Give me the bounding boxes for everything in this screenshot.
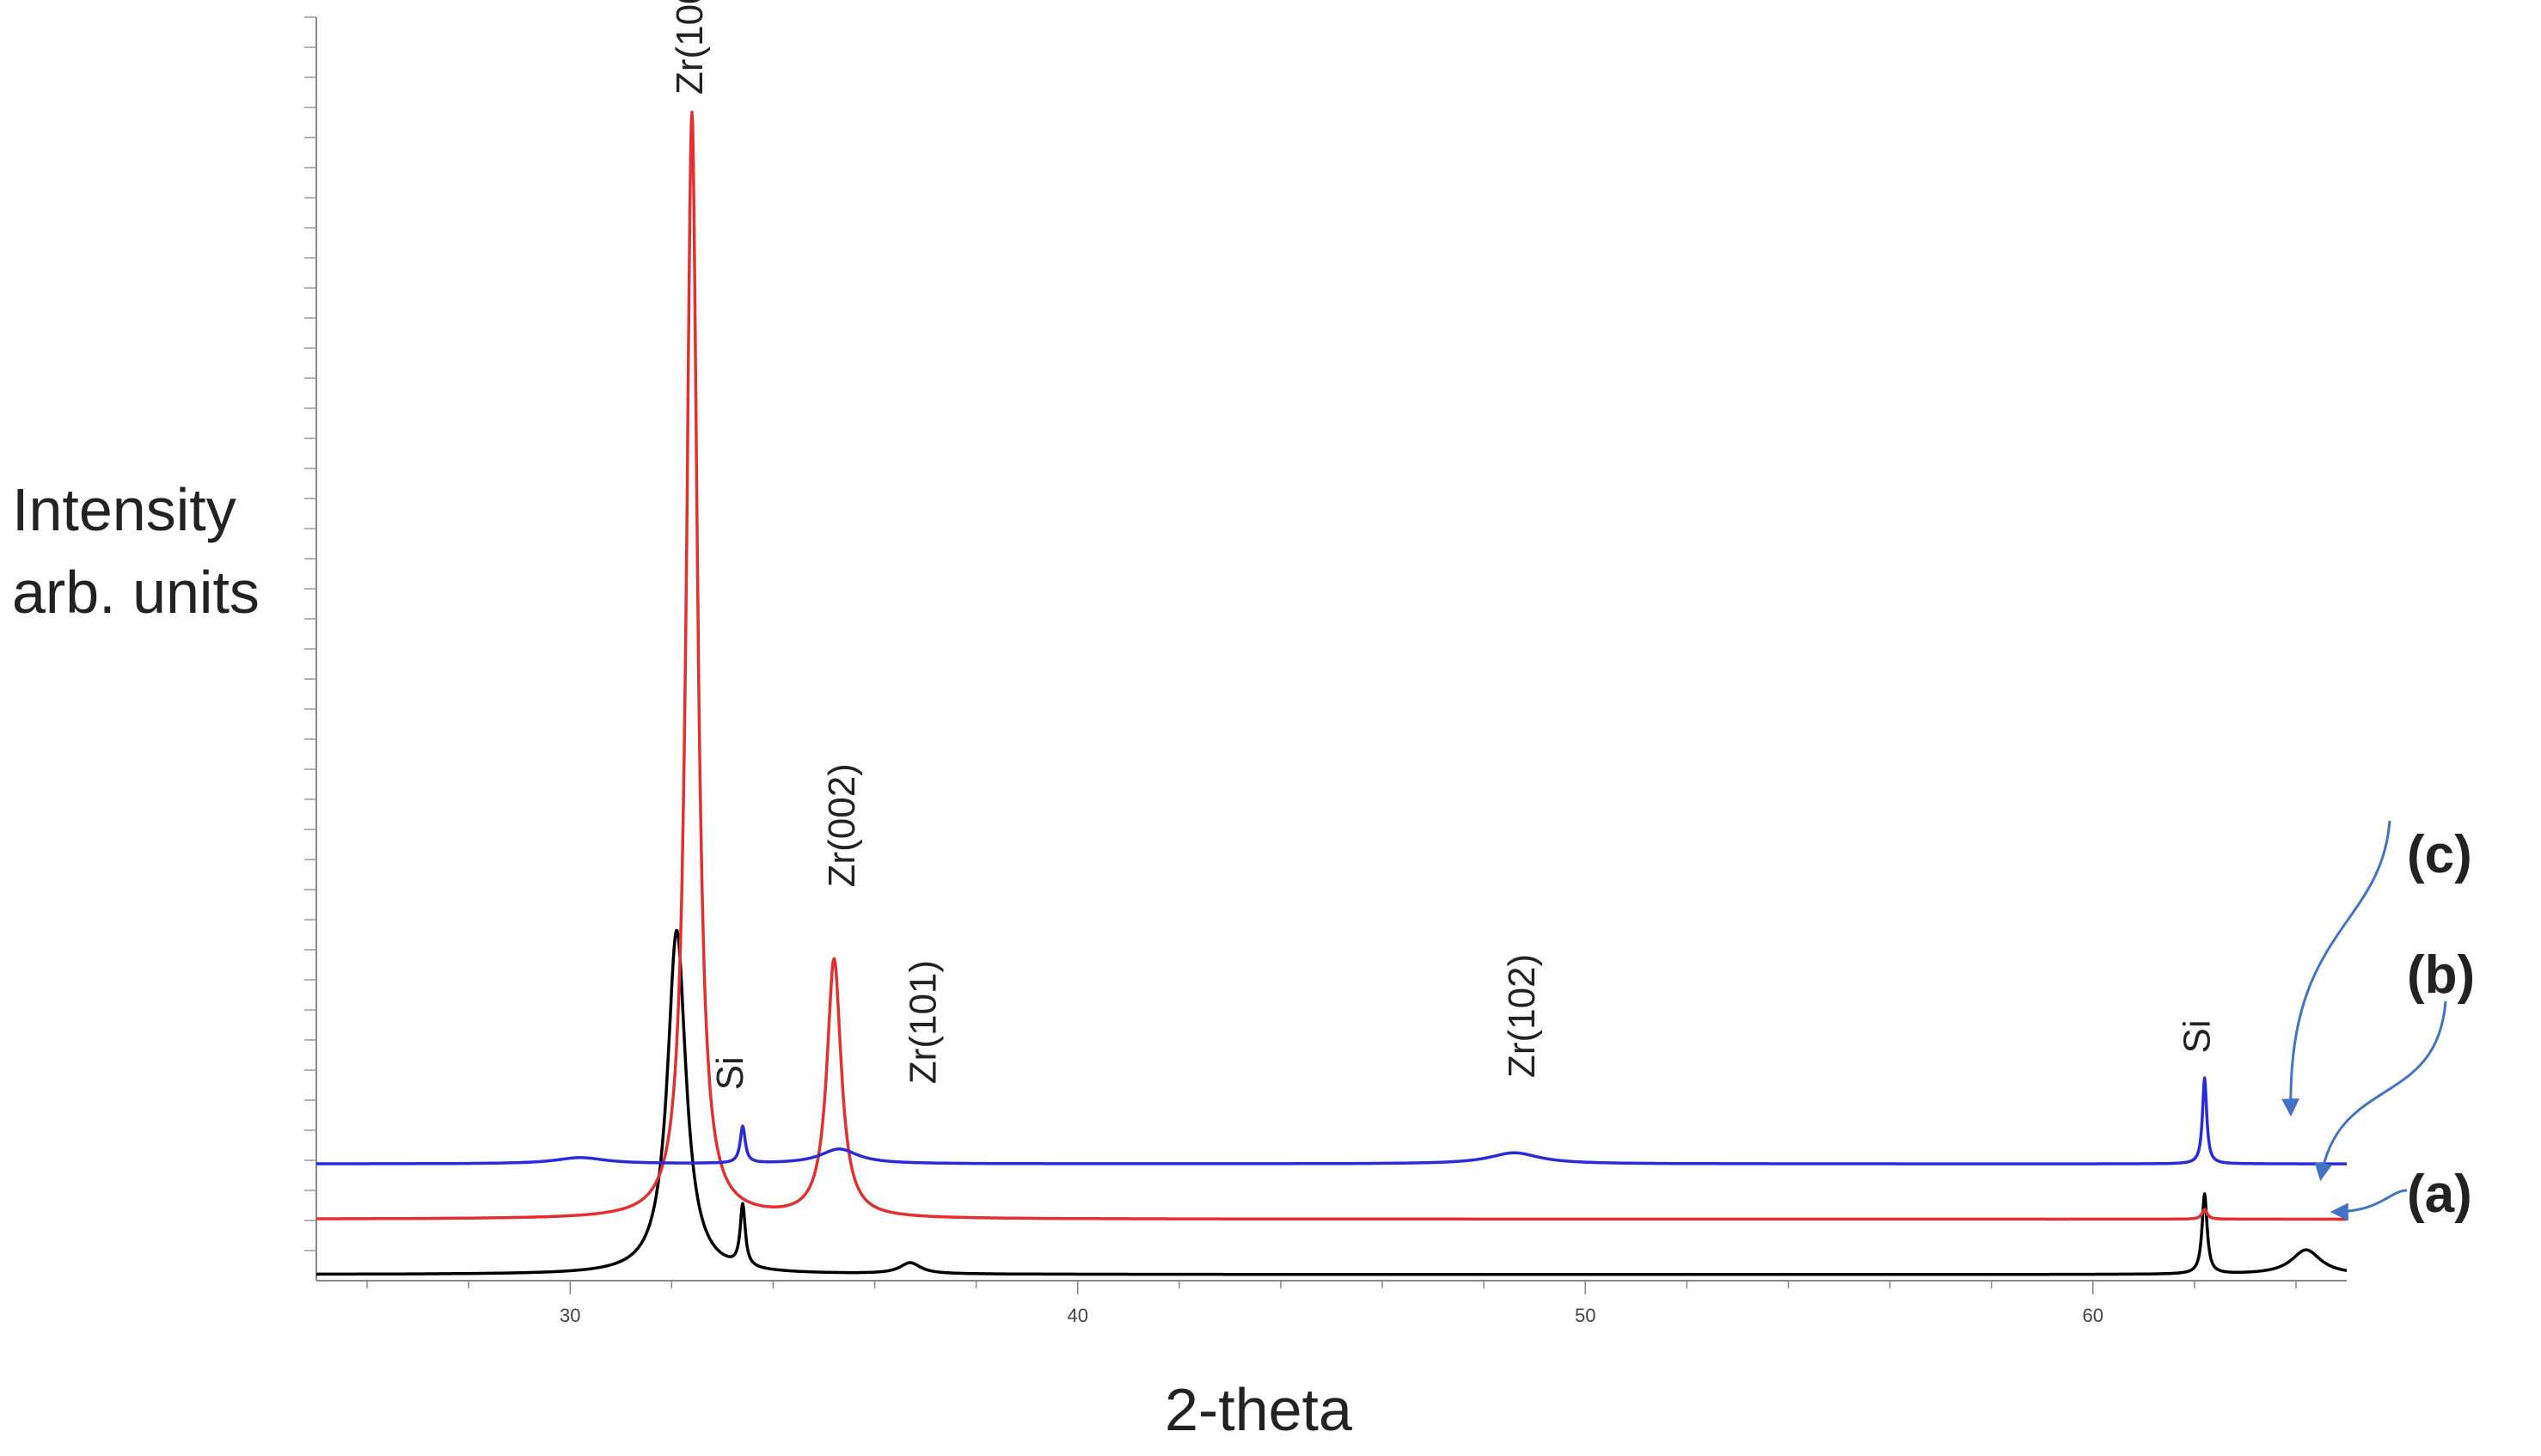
peak-label-5: Si — [2177, 1019, 2219, 1053]
x-tick-label-2: 50 — [1575, 1305, 1595, 1326]
series-label-1: (b) — [2407, 945, 2475, 1005]
series-arrow-1 — [2314, 1000, 2447, 1182]
y-axis-label-line2: arb. units — [12, 559, 260, 626]
peak-label-0: Zr(100) — [669, 0, 711, 95]
x-tick-label-3: 60 — [2083, 1305, 2103, 1326]
series-label-2: (a) — [2407, 1165, 2472, 1224]
x-axis-label: 2-theta — [1165, 1376, 1352, 1443]
peak-label-2: Si — [709, 1056, 751, 1090]
y-axis-label: Intensity arb. units — [12, 468, 260, 633]
series-line-0 — [315, 928, 2348, 1276]
series-line-2 — [315, 1076, 2348, 1165]
peak-label-1: Zr(002) — [821, 763, 863, 887]
series-arrow-0 — [2281, 820, 2391, 1117]
x-tick-label-1: 40 — [1068, 1305, 1088, 1326]
peak-label-3: Zr(101) — [902, 960, 944, 1084]
series-arrow-2 — [2330, 1189, 2408, 1221]
x-tick-label-0: 30 — [560, 1305, 580, 1326]
series-label-0: (c) — [2407, 825, 2472, 884]
y-axis-label-line1: Intensity — [12, 476, 236, 543]
series-line-1 — [315, 110, 2348, 1221]
peak-label-4: Zr(102) — [1501, 954, 1543, 1078]
